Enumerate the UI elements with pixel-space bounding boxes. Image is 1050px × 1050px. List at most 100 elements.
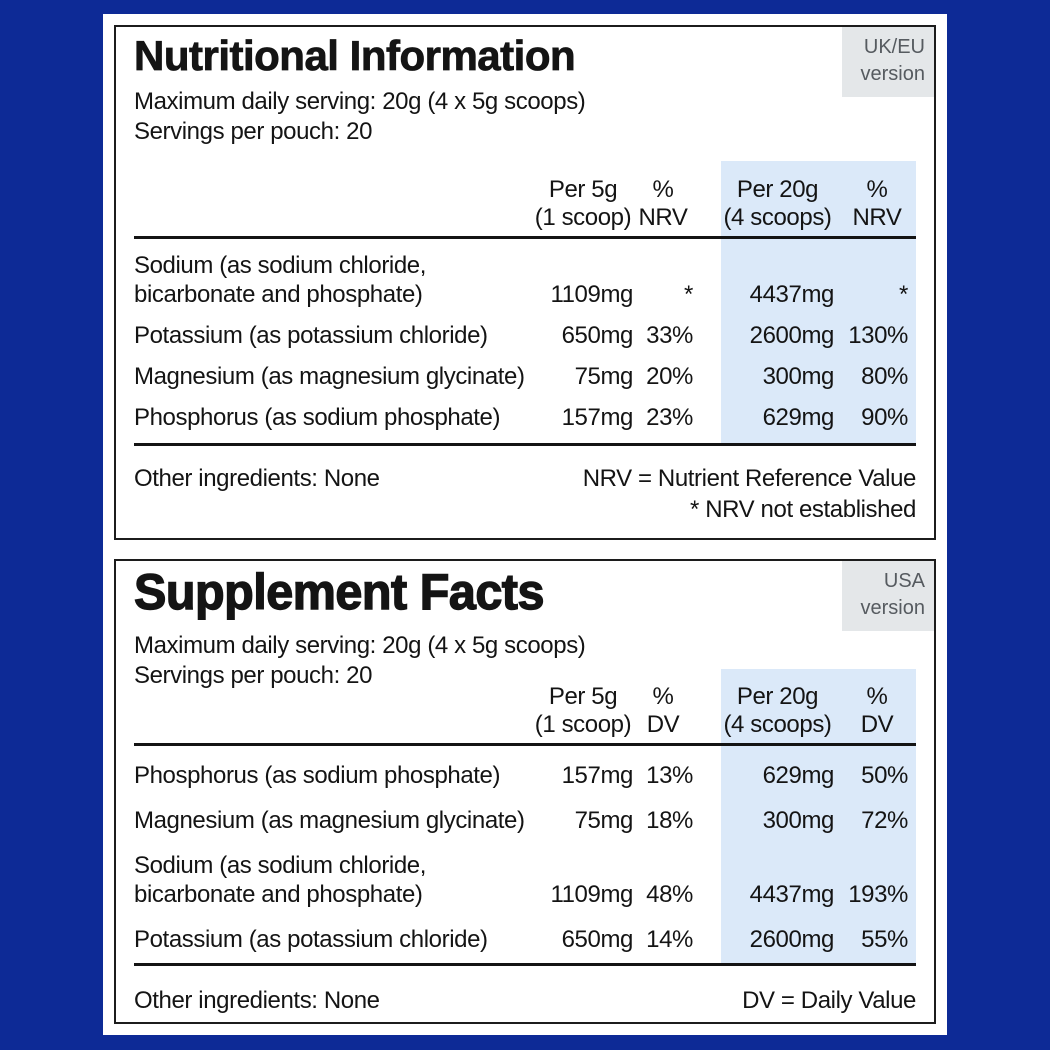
supplement-table: Per 5g (1 scoop) % DV Per 20g (4 scoops)… — [134, 669, 916, 966]
cell-pct-nrv-20g: 80% — [846, 356, 916, 397]
cell-per-5g-amount: 157mg — [561, 762, 634, 789]
badge-line-2: version — [860, 597, 925, 619]
cell-spacer — [697, 238, 721, 316]
servings-per-pouch: Servings per pouch: 20 — [134, 118, 373, 145]
cell-spacer — [697, 315, 721, 356]
column-header-spacer — [697, 161, 721, 239]
table-row-potassium: Potassium (as potassium chloride) 650mg … — [134, 916, 916, 966]
column-header-line: % — [866, 683, 888, 710]
badge-line-1: UK/EU — [863, 36, 925, 58]
panel-title: Nutritional Information — [134, 32, 576, 79]
cell-per-20g-amount: 2600mg — [721, 315, 846, 356]
cell-per-20g-amount: 2600mg — [721, 916, 846, 966]
column-header-pct-nrv-5g: % NRV — [633, 161, 697, 239]
cell-pct-nrv-5g: * — [684, 281, 693, 308]
column-header-line: (4 scoops) — [723, 204, 832, 231]
column-header-spacer — [697, 669, 721, 746]
column-header-line: % — [866, 176, 888, 203]
cell-per-20g-amount: 4437mg — [721, 237, 846, 315]
table-row-phosphorus: Phosphorus (as sodium phosphate) 157mg 1… — [134, 744, 916, 797]
cell-nutrient-name: Sodium (as sodium chloride, bicarbonate … — [134, 852, 427, 908]
cell-nutrient-name: Potassium (as potassium chloride) — [134, 916, 533, 966]
column-header-line: (4 scoops) — [723, 711, 832, 738]
version-badge-usa: USA version — [842, 561, 934, 631]
nrv-definition: NRV = Nutrient Reference Value — [582, 465, 917, 492]
table-row-phosphorus: Phosphorus (as sodium phosphate) 157mg 2… — [134, 397, 916, 446]
cell-spacer — [697, 797, 721, 842]
cell-pct-dv-20g: 72% — [846, 797, 916, 842]
cell-per-20g-amount: 629mg — [721, 397, 846, 446]
dv-definition: DV = Daily Value — [742, 987, 916, 1014]
cell-spacer — [697, 842, 721, 916]
cell-pct-dv-20g: 55% — [846, 916, 916, 966]
column-header-line: DV — [646, 711, 680, 738]
table-row-potassium: Potassium (as potassium chloride) 650mg … — [134, 315, 916, 356]
column-header-line: NRV — [852, 204, 902, 231]
cell-pct-dv-5g: 48% — [646, 881, 693, 908]
cell-pct-nrv-5g: 20% — [646, 363, 693, 390]
cell-pct-nrv-20g: 90% — [846, 397, 916, 446]
cell-nutrient-name: Potassium (as potassium chloride) — [134, 322, 488, 349]
table-header-row: Per 5g (1 scoop) % DV Per 20g (4 scoops)… — [134, 669, 916, 746]
cell-per-20g-amount: 4437mg — [721, 842, 846, 916]
column-header-line: Per 5g — [548, 683, 618, 710]
cell-per-5g-amount: 650mg — [533, 916, 633, 966]
cell-pct-dv-5g: 18% — [646, 807, 693, 834]
cell-nutrient-name: Magnesium (as magnesium glycinate) — [134, 363, 525, 390]
table-row-sodium: Sodium (as sodium chloride, bicarbonate … — [134, 842, 916, 916]
column-header-pct-dv-20g: % DV — [846, 669, 916, 746]
cell-per-5g-amount: 1109mg — [550, 881, 633, 908]
panel-footer: Other ingredients: None NRV = Nutrient R… — [134, 446, 916, 525]
column-header-nutrient — [134, 669, 533, 746]
cell-spacer — [697, 397, 721, 446]
servings-per-pouch: Servings per pouch: 20 — [134, 662, 373, 689]
column-header-line: Per 5g — [548, 176, 618, 203]
column-header-nutrient — [134, 161, 533, 239]
nrv-footnote: * NRV not established — [690, 496, 916, 523]
cell-per-20g-amount: 300mg — [721, 356, 846, 397]
label-sheet: UK/EU version Nutritional Information Ma… — [103, 14, 947, 1035]
max-daily-serving: Maximum daily serving: 20g (4 x 5g scoop… — [134, 632, 586, 659]
cell-per-5g-amount: 1109mg — [550, 281, 633, 308]
table-row-magnesium: Magnesium (as magnesium glycinate) 75mg … — [134, 797, 916, 842]
column-header-line: (1 scoop) — [534, 711, 632, 738]
panel-title: Supplement Facts — [133, 564, 545, 620]
nutritional-information-panel: UK/EU version Nutritional Information Ma… — [114, 25, 936, 540]
cell-nutrient-name: Phosphorus (as sodium phosphate) — [134, 762, 501, 789]
column-header-pct-nrv-20g: % NRV — [846, 161, 916, 239]
cell-per-20g-amount: 300mg — [721, 797, 846, 842]
other-ingredients: Other ingredients: None — [134, 465, 380, 492]
badge-line-1: USA — [883, 570, 925, 592]
cell-pct-nrv-20g: * — [846, 237, 916, 315]
cell-pct-nrv-20g: 130% — [846, 315, 916, 356]
cell-spacer — [697, 356, 721, 397]
column-header-pct-dv-5g: % DV — [633, 669, 697, 746]
table-row-sodium: Sodium (as sodium chloride, bicarbonate … — [134, 237, 916, 316]
column-header-line: % — [652, 683, 674, 710]
other-ingredients: Other ingredients: None — [134, 987, 380, 1014]
cell-pct-nrv-5g: 23% — [633, 397, 697, 446]
column-header-line: Per 20g — [736, 176, 819, 203]
supplement-facts-panel: USA version Supplement Facts Maximum dai… — [114, 559, 936, 1024]
table-header-row: Per 5g (1 scoop) % NRV Per 20g (4 scoops… — [134, 161, 916, 239]
column-header-line: (1 scoop) — [534, 204, 632, 231]
column-header-per-5g: Per 5g (1 scoop) — [533, 669, 633, 746]
table-row-magnesium: Magnesium (as magnesium glycinate) 75mg … — [134, 356, 916, 397]
cell-pct-dv-20g: 193% — [846, 842, 916, 916]
version-badge-ukeu: UK/EU version — [842, 27, 934, 97]
cell-per-20g-amount: 629mg — [721, 744, 846, 797]
column-header-line: DV — [860, 711, 894, 738]
badge-line-2: version — [860, 63, 925, 85]
cell-per-5g-amount: 75mg — [574, 363, 634, 390]
panel-footer: Other ingredients: None DV = Daily Value — [134, 966, 916, 1016]
column-header-line: NRV — [638, 204, 688, 231]
cell-nutrient-name: Sodium (as sodium chloride, bicarbonate … — [134, 252, 427, 308]
cell-nutrient-name: Phosphorus (as sodium phosphate) — [134, 397, 533, 446]
cell-spacer — [697, 916, 721, 966]
cell-pct-dv-20g: 50% — [846, 744, 916, 797]
column-header-per-20g: Per 20g (4 scoops) — [721, 669, 846, 746]
column-header-per-20g: Per 20g (4 scoops) — [721, 161, 846, 239]
column-header-line: Per 20g — [736, 683, 819, 710]
max-daily-serving: Maximum daily serving: 20g (4 x 5g scoop… — [134, 88, 586, 115]
cell-per-5g-amount: 157mg — [533, 397, 633, 446]
